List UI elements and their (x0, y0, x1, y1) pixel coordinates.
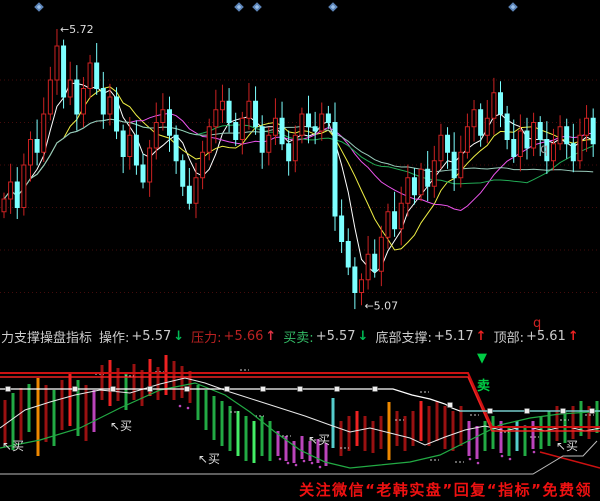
step-square-marker (72, 386, 78, 392)
indicator-title: 力支撑操盘指标 (1, 331, 93, 346)
indicator-label: 底部支撑: (375, 331, 432, 346)
step-square-marker (110, 386, 116, 392)
indicator-item-pressure: 压力: +5.66 ↑ (191, 327, 276, 346)
buy-signal-marker: ↖买 (2, 439, 24, 453)
step-square-marker (487, 408, 493, 414)
sell-signal-marker: 卖 (477, 378, 490, 394)
step-square-marker (372, 386, 378, 392)
buy-signal-marker: ↖买 (308, 433, 330, 447)
step-square-marker (560, 408, 566, 414)
ad-banner: 关注微信“老韩实盘”回复“指标”免费领 (0, 478, 600, 501)
sell-arrow-icon: ▼ (477, 351, 487, 366)
step-square-marker (147, 386, 153, 392)
indicator-item-top: 顶部: +5.61 ↑ (494, 327, 579, 346)
arrow-down-icon: ↓ (357, 329, 369, 344)
buy-signal-marker: ↖买 (110, 419, 132, 433)
indicator-item-bottom-support: 底部支撑: +5.17 ↑ (375, 327, 486, 346)
indicator-label: 顶部: (493, 331, 524, 346)
price-annotation: ←5.07 (364, 299, 398, 312)
step-square-marker (297, 386, 303, 392)
price-annotation: ←5.72 (60, 23, 94, 36)
indicator-value: +5.17 (433, 329, 474, 344)
indicator-header-bar: 力支撑操盘指标 操作: +5.57 ↓ 压力: +5.66 ↑ 买卖: +5.5… (0, 326, 600, 347)
buy-signal-marker: ↖买 (198, 452, 220, 466)
arrow-up-icon: ↑ (567, 329, 579, 344)
step-square-marker (260, 386, 266, 392)
step-square-marker (184, 386, 190, 392)
step-square-marker (334, 386, 340, 392)
arrow-up-icon: ↑ (265, 329, 277, 344)
step-square-marker (224, 386, 230, 392)
arrow-up-icon: ↑ (475, 329, 487, 344)
indicator-value: +5.57 (131, 329, 172, 344)
indicator-item-operate: 操作: +5.57 ↓ (99, 327, 184, 346)
watermark-q-gray: q (540, 142, 549, 157)
step-square-marker (5, 386, 11, 392)
indicator-label: 买卖: (283, 331, 314, 346)
indicator-value: +5.61 (525, 329, 566, 344)
indicator-label: 操作: (99, 331, 130, 346)
indicator-value: +5.66 (223, 329, 264, 344)
indicator-label: 压力: (191, 331, 222, 346)
buy-signal-marker: ↖买 (556, 439, 578, 453)
indicator-item-buysell: 买卖: +5.57 ↓ (283, 327, 368, 346)
step-square-marker (589, 408, 595, 414)
watermark-q-red: q (533, 316, 542, 331)
indicator-value: +5.57 (315, 329, 356, 344)
ad-banner-text: 关注微信“老韩实盘”回复“指标”免费领 (299, 481, 592, 499)
step-square-marker (447, 402, 453, 408)
arrow-down-icon: ↓ (173, 329, 185, 344)
step-square-marker (524, 408, 530, 414)
